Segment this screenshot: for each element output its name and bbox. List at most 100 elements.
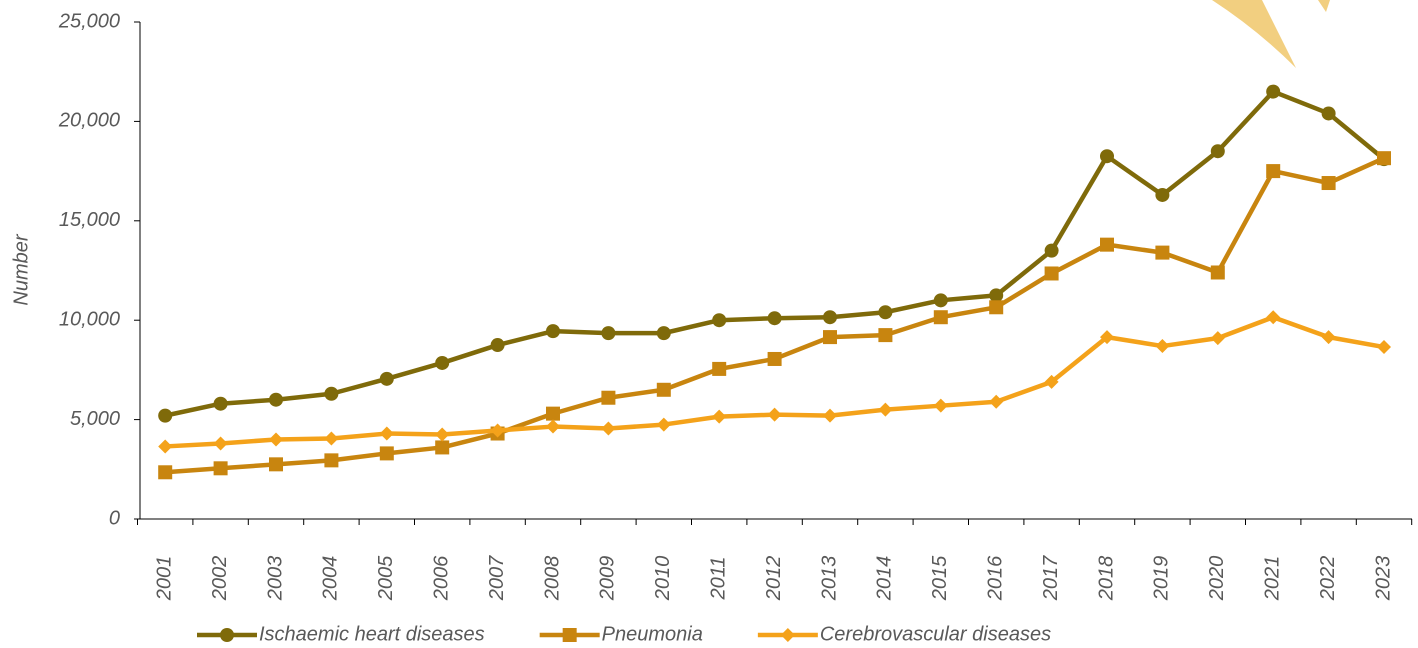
marker (712, 409, 727, 424)
marker (1321, 330, 1336, 345)
marker (1155, 187, 1170, 202)
marker (780, 628, 795, 642)
marker (823, 310, 837, 325)
legend-label: Cerebrovascular diseases (820, 623, 1051, 645)
marker (823, 330, 837, 345)
x-tick-label: 2019 (1151, 556, 1173, 602)
marker (546, 406, 560, 421)
marker (435, 427, 450, 442)
marker (933, 310, 948, 325)
x-tick-label: 2001 (153, 556, 175, 602)
marker (933, 398, 948, 413)
marker (1044, 266, 1059, 281)
marker (546, 324, 560, 339)
marker (158, 439, 173, 454)
marker (767, 311, 782, 326)
x-tick-label: 2015 (929, 555, 951, 601)
marker (379, 371, 394, 386)
x-tick-label: 2016 (984, 555, 1006, 601)
x-tick-label: 2008 (541, 556, 563, 602)
marker (989, 300, 1004, 315)
marker (878, 402, 893, 417)
marker (878, 328, 893, 343)
marker (324, 431, 339, 446)
x-tick-label: 2003 (264, 556, 286, 602)
marker (767, 351, 782, 366)
marker (213, 461, 228, 476)
x-tick-label: 2011 (707, 556, 729, 600)
y-tick-label: 15,000 (59, 209, 120, 231)
legend-label: Pneumonia (602, 623, 703, 645)
marker (269, 457, 283, 472)
marker (1210, 331, 1225, 346)
marker (269, 392, 283, 407)
y-tick-label: 0 (109, 507, 120, 529)
marker (1321, 176, 1336, 191)
marker (601, 421, 616, 436)
marker (490, 423, 505, 438)
marker (324, 453, 339, 468)
y-tick-label: 25,000 (58, 10, 120, 32)
x-tick-label: 2009 (597, 556, 619, 602)
marker (1321, 106, 1336, 121)
marker (1100, 330, 1114, 345)
marker (1210, 265, 1225, 280)
marker (1155, 339, 1170, 354)
marker (562, 628, 577, 642)
marker (1100, 149, 1114, 164)
x-tick-label: 2010 (652, 556, 674, 602)
marker (490, 338, 505, 353)
x-tick-label: 2006 (430, 555, 452, 601)
marker (1266, 84, 1281, 99)
y-tick-label: 5,000 (70, 408, 120, 430)
marker (1377, 340, 1391, 355)
marker (213, 396, 228, 411)
x-tick-label: 2017 (1040, 555, 1062, 601)
marker (379, 426, 394, 441)
marker (1266, 310, 1281, 325)
marker (878, 305, 893, 320)
marker (601, 326, 616, 341)
x-tick-label: 2013 (818, 556, 840, 602)
marker (823, 408, 837, 423)
y-tick-label: 20,000 (58, 110, 120, 132)
marker (379, 446, 394, 461)
x-tick-label: 2018 (1095, 556, 1117, 602)
marker (1266, 164, 1281, 179)
x-tick-label: 2007 (486, 555, 508, 601)
x-tick-label: 2004 (320, 556, 342, 602)
x-tick-label: 2002 (209, 556, 231, 602)
marker (546, 419, 560, 434)
decoration (1318, 0, 1330, 12)
marker (1377, 151, 1391, 166)
marker (158, 465, 173, 480)
series-line (164, 89, 1386, 418)
x-tick-label: 2005 (375, 555, 397, 601)
x-tick-label: 2012 (763, 556, 785, 602)
marker (1210, 144, 1225, 159)
marker (989, 288, 1004, 303)
x-tick-label: 2023 (1372, 556, 1394, 602)
marker (324, 386, 339, 401)
marker (213, 436, 228, 451)
marker (933, 293, 948, 308)
x-tick-label: 2020 (1206, 556, 1228, 602)
marker (989, 394, 1004, 409)
marker (656, 326, 671, 341)
marker (656, 382, 671, 397)
decoration (1212, 0, 1296, 68)
x-tick-label: 2022 (1317, 556, 1339, 602)
series-line (165, 314, 1385, 449)
x-tick-label: 2021 (1261, 556, 1283, 602)
marker (656, 417, 671, 432)
marker (1044, 243, 1059, 258)
legend-label: Ischaemic heart diseases (259, 623, 485, 645)
marker (712, 361, 727, 376)
y-axis-label: Number (10, 233, 32, 305)
marker (767, 407, 782, 422)
marker (712, 313, 727, 328)
marker (269, 432, 283, 447)
y-tick-label: 10,000 (59, 308, 120, 330)
x-tick-label: 2014 (874, 556, 896, 602)
